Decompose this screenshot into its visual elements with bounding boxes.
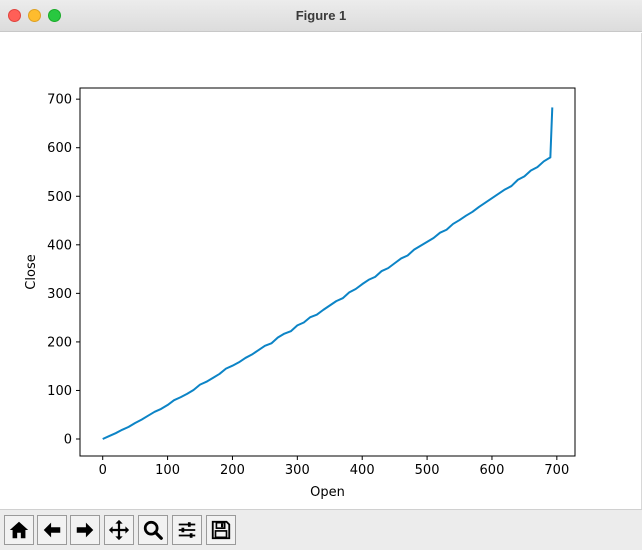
y-tick-label: 600 <box>47 141 72 156</box>
x-tick-label: 200 <box>220 463 245 478</box>
window-titlebar: Figure 1 <box>0 0 642 32</box>
y-tick-label: 700 <box>47 93 72 108</box>
zoom-icon <box>143 520 163 540</box>
data-series-line <box>102 107 554 440</box>
y-tick-label: 0 <box>64 433 72 448</box>
arrow-left-icon <box>43 522 61 538</box>
move-icon <box>108 519 130 541</box>
forward-button[interactable] <box>70 515 100 545</box>
y-tick-label: 200 <box>47 335 72 350</box>
home-icon <box>9 521 29 539</box>
maximize-window-button[interactable] <box>48 9 61 22</box>
y-tick-label: 100 <box>47 384 72 399</box>
close-window-button[interactable] <box>8 9 21 22</box>
x-tick-label: 400 <box>350 463 375 478</box>
figure-canvas[interactable]: 0 100 200 300 400 500 600 700 0 100 200 300 400 500 60… <box>0 33 642 509</box>
y-axis-label: Close <box>24 254 39 289</box>
save-button[interactable] <box>206 515 236 545</box>
pan-button[interactable] <box>104 515 134 545</box>
zoom-button[interactable] <box>138 515 168 545</box>
window-title: Figure 1 <box>295 8 347 23</box>
y-tick-label: 500 <box>47 190 72 205</box>
x-tick-label: 300 <box>285 463 310 478</box>
x-tick-label: 700 <box>544 463 569 478</box>
back-button[interactable] <box>37 515 67 545</box>
navigation-toolbar <box>0 509 642 550</box>
x-tick-label: 600 <box>480 463 505 478</box>
home-button[interactable] <box>4 515 34 545</box>
arrow-right-icon <box>76 522 94 538</box>
x-tick-label: 100 <box>155 463 180 478</box>
x-tick-label: 0 <box>99 463 107 478</box>
axes-frame <box>79 87 576 457</box>
y-tick-label: 400 <box>47 238 72 253</box>
line-chart: 0 100 200 300 400 500 600 700 0 100 200 300 400 500 60… <box>24 87 576 500</box>
y-tick-label: 300 <box>47 287 72 302</box>
minimize-window-button[interactable] <box>28 9 41 22</box>
x-axis-label: Open <box>310 485 345 500</box>
save-icon <box>211 520 231 540</box>
sliders-icon <box>178 522 196 538</box>
configure-subplots-button[interactable] <box>172 515 202 545</box>
x-tick-label: 500 <box>415 463 440 478</box>
